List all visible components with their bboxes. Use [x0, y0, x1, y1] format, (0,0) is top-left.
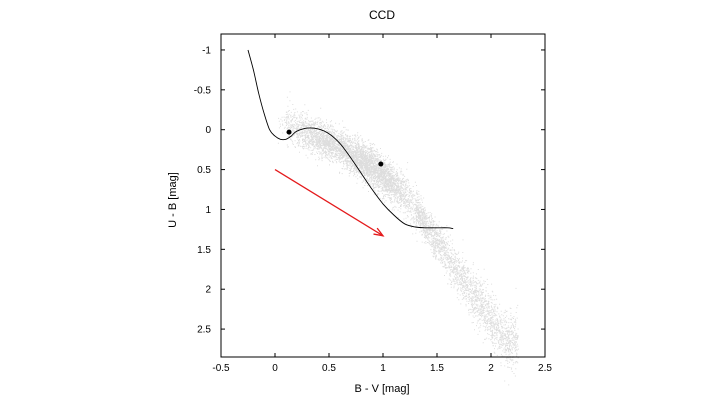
y-tick-label: 1 — [205, 205, 211, 216]
x-axis-label: B - V [mag] — [354, 383, 409, 395]
x-tick-label: 0 — [272, 363, 278, 374]
x-tick-label: 1 — [380, 363, 386, 374]
scatter-cloud — [277, 91, 519, 386]
intrinsic-color-curve — [247, 49, 454, 230]
y-tick-label: 0 — [205, 125, 211, 136]
x-axis: -0.5 0 0.5 1 1.5 2 2.5 — [212, 34, 552, 374]
x-tick-label: -0.5 — [212, 363, 230, 374]
y-axis-label: U - B [mag] — [167, 172, 179, 228]
y-tick-label: 2.5 — [197, 325, 211, 336]
reddening-vector — [274, 169, 385, 237]
x-tick-label: 2 — [488, 363, 494, 374]
y-axis: -1 -0.5 0 0.5 1 1.5 2 2.5 — [194, 45, 545, 336]
plot-frame — [220, 33, 546, 358]
x-tick-label: 0.5 — [322, 363, 336, 374]
x-tick-label: 1.5 — [430, 363, 444, 374]
y-tick-label: 0.5 — [197, 165, 211, 176]
y-tick-label: 2 — [205, 285, 211, 296]
chart-title: CCD — [369, 8, 395, 22]
y-tick-label: 1.5 — [197, 245, 211, 256]
scatter-dots — [277, 91, 519, 386]
x-tick-label: 2.5 — [538, 363, 552, 374]
highlighted-points — [286, 129, 384, 167]
reddening-arrow-head — [373, 227, 385, 237]
y-tick-label: -1 — [202, 45, 211, 56]
highlighted-point — [378, 161, 384, 167]
plot-border — [220, 33, 546, 358]
highlighted-point — [286, 129, 292, 135]
y-tick-label: -0.5 — [194, 85, 212, 96]
reddening-arrow-shaft — [274, 169, 384, 237]
